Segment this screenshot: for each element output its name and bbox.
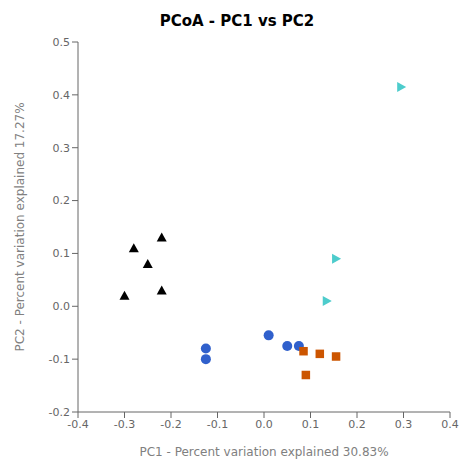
svg-text:0.4: 0.4 <box>441 418 459 431</box>
svg-text:0.0: 0.0 <box>255 418 273 431</box>
svg-text:PC2 - Percent variation explai: PC2 - Percent variation explained 17.27% <box>13 102 27 351</box>
svg-text:PC1 - Percent variation explai: PC1 - Percent variation explained 30.83% <box>139 445 388 459</box>
html-text:PCoA - PC1 vs PC2: PCoA - PC1 vs PC2 <box>159 12 315 30</box>
svg-text:-0.1: -0.1 <box>49 353 70 366</box>
svg-text:-0.4: -0.4 <box>67 418 88 431</box>
svg-text:-0.3: -0.3 <box>114 418 135 431</box>
svg-text:0.5: 0.5 <box>53 36 71 49</box>
svg-text:0.1: 0.1 <box>302 418 320 431</box>
svg-text:-0.2: -0.2 <box>49 406 70 419</box>
svg-text:0.2: 0.2 <box>348 418 366 431</box>
svg-text:0.3: 0.3 <box>53 142 71 155</box>
svg-text:0.1: 0.1 <box>53 247 71 260</box>
svg-text:0.4: 0.4 <box>53 89 71 102</box>
svg-text:0.2: 0.2 <box>53 194 71 207</box>
svg-text:0.3: 0.3 <box>395 418 413 431</box>
svg-text:-0.1: -0.1 <box>207 418 228 431</box>
svg-text:-0.2: -0.2 <box>160 418 181 431</box>
svg-text:0.0: 0.0 <box>53 300 71 313</box>
